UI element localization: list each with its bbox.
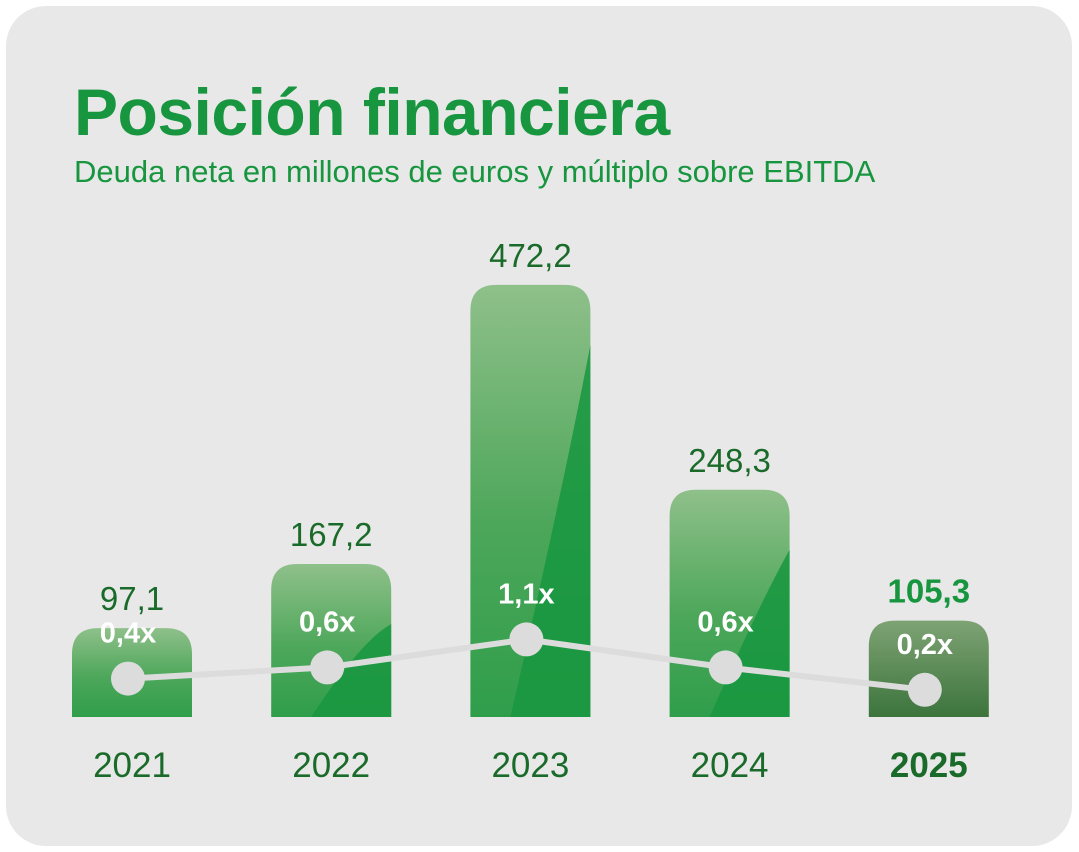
x-tick-label: 2021 — [93, 746, 171, 785]
ebitda-multiple-point — [310, 650, 345, 685]
x-tick-label: 2023 — [491, 746, 569, 785]
ebitda-multiple-label: 0,4x — [100, 618, 156, 650]
bar-shine-2022 — [311, 624, 392, 717]
ebitda-multiple-point — [907, 672, 942, 707]
bar-value-label: 472,2 — [489, 237, 572, 274]
ebitda-multiple-label: 0,2x — [897, 629, 953, 661]
x-tick-label: 2024 — [691, 746, 769, 785]
ebitda-multiple-point — [111, 661, 145, 696]
ebitda-multiple-label: 0,6x — [697, 606, 753, 638]
ebitda-multiple-point — [509, 622, 544, 657]
chart-title: Posición financiera — [74, 75, 670, 149]
bar-shine-2023 — [510, 344, 591, 717]
ebitda-multiple-point — [708, 650, 743, 685]
bar-value-label: 248,3 — [688, 442, 771, 479]
bar-2025 — [868, 620, 989, 717]
x-tick-label: 2022 — [292, 746, 370, 785]
x-tick-label: 2025 — [890, 746, 968, 785]
bar-value-label: 167,2 — [290, 516, 373, 553]
bar-value-label: 97,1 — [100, 580, 164, 617]
ebitda-multiple-label: 1,1x — [498, 578, 554, 610]
ebitda-multiple-label: 0,6x — [299, 606, 355, 638]
bar-value-label: 105,3 — [888, 573, 971, 610]
chart-subtitle: Deuda neta en millones de euros y múltip… — [74, 154, 876, 189]
